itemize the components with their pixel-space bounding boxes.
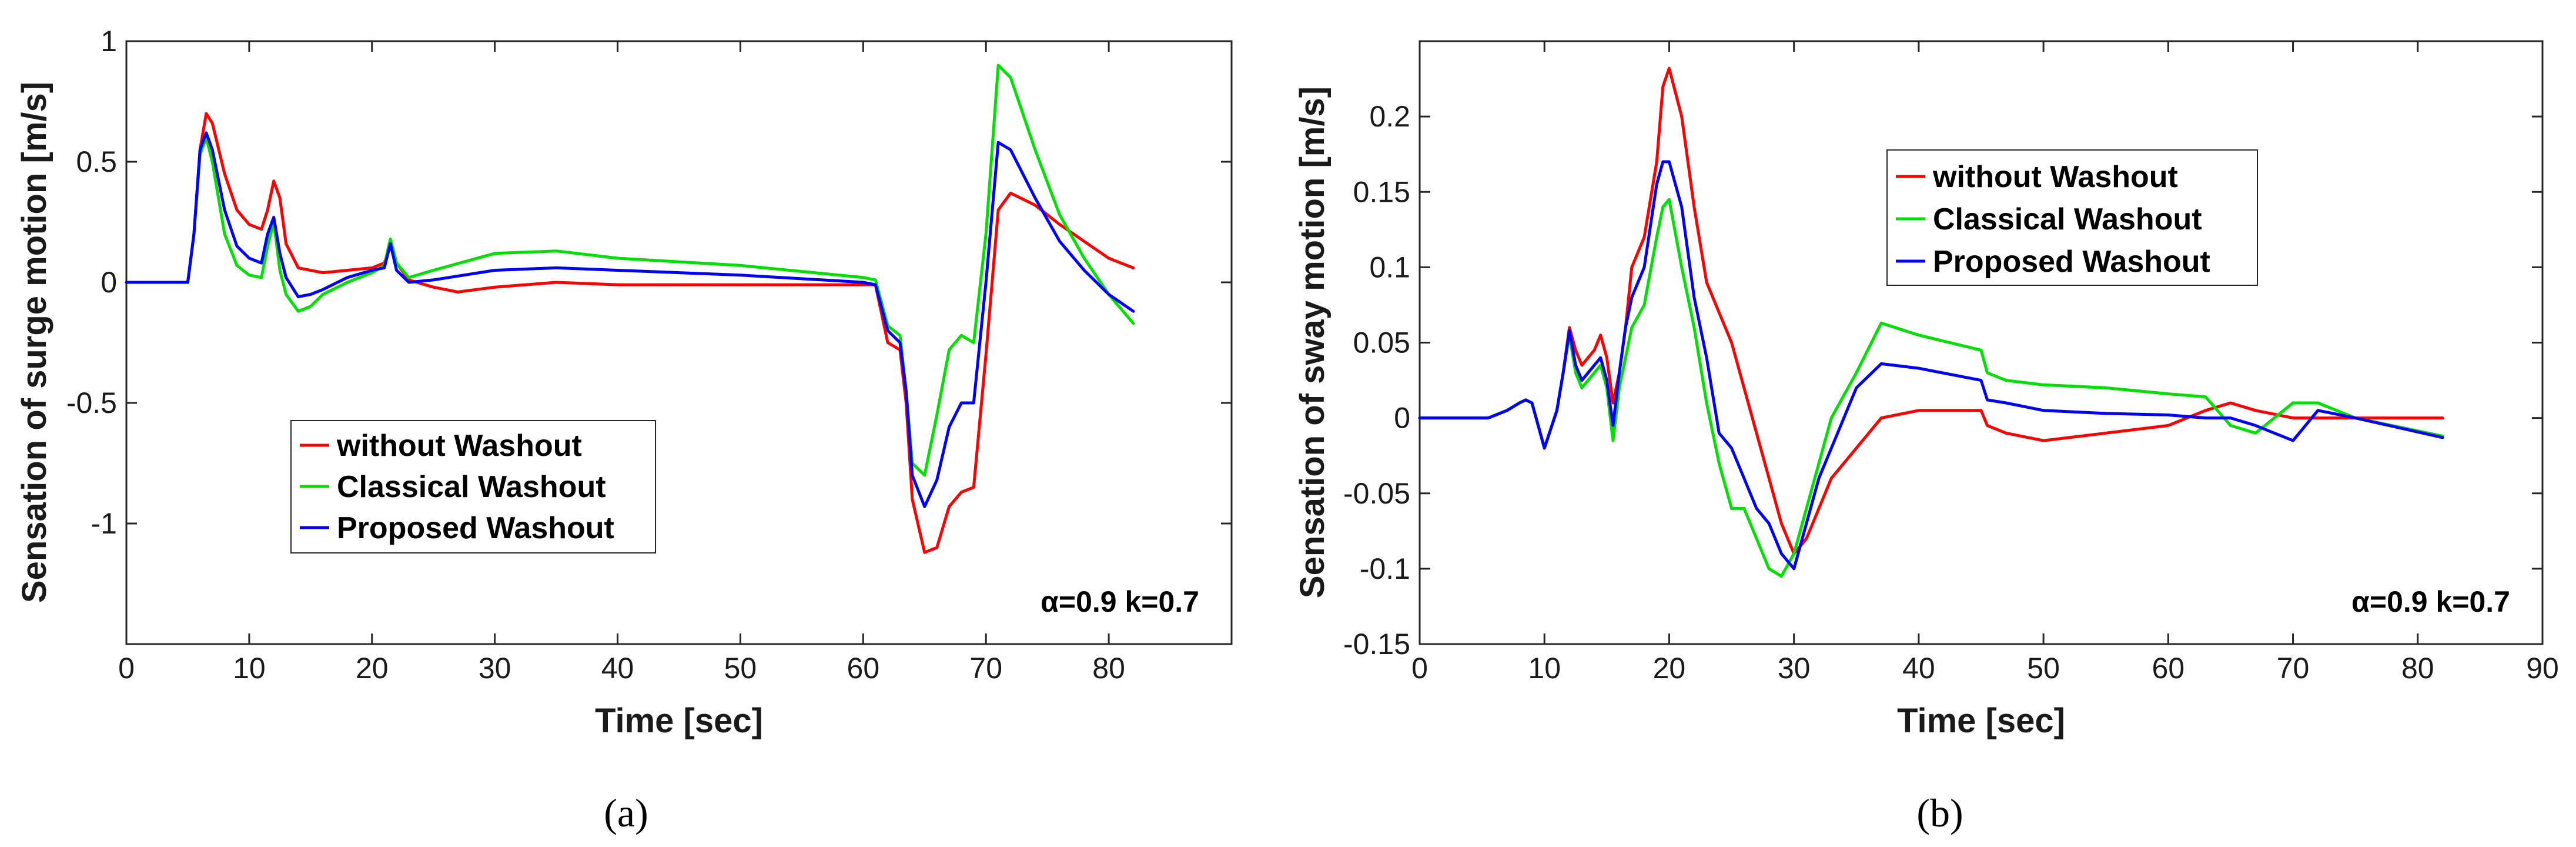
x-tick-label: 30 [1778, 652, 1811, 685]
y-tick-label: -1 [91, 507, 117, 540]
panel-caption: (a) [604, 791, 648, 835]
x-tick-label: 70 [2277, 652, 2310, 685]
y-axis-label: Sensation of surge motion [m/s] [15, 82, 53, 603]
x-tick-label: 0 [118, 652, 135, 685]
y-axis-label: Sensation of sway motion [m/s] [1293, 86, 1332, 598]
x-tick-label: 10 [233, 652, 266, 685]
y-tick-label: -0.1 [1360, 552, 1410, 585]
series-line-proposed-washout [1418, 160, 2444, 571]
y-tick-label: -0.05 [1343, 477, 1410, 510]
legend-box [290, 420, 656, 553]
x-tick-label: 50 [2027, 652, 2060, 685]
x-tick-label: 30 [479, 652, 511, 685]
plot-frame [1419, 40, 2544, 645]
x-tick-label: 60 [847, 652, 880, 685]
x-tick-label: 90 [2526, 652, 2559, 685]
legend-label-proposed-washout: Proposed Washout [337, 511, 614, 545]
legend-label-without-washout: without Washout [336, 429, 582, 463]
x-tick-label: 50 [724, 652, 757, 685]
x-tick-label: 0 [1411, 652, 1428, 685]
x-tick-label: 80 [1092, 652, 1125, 685]
y-tick-label: 0.15 [1353, 175, 1410, 208]
series-line-classical-washout [125, 64, 1135, 477]
x-tick-label: 40 [601, 652, 634, 685]
chart-sway: 0 10 20 30 40 50 60 70 80 90 -0.15 -0.1 -0.05 0 0.05 0.… [1293, 40, 2559, 835]
y-tick-label: 0.5 [76, 145, 117, 178]
y-tick-label: 1 [101, 25, 117, 58]
x-tick-label: 70 [969, 652, 1002, 685]
x-tick-label: 80 [2401, 652, 2434, 685]
y-tick-label: -0.5 [66, 386, 117, 419]
x-tick-label: 10 [1528, 652, 1561, 685]
series-line-without-washout [125, 112, 1135, 554]
x-axis-label: Time [sec] [595, 702, 763, 740]
y-tick-label: 0 [1394, 402, 1410, 435]
legend-box [1886, 149, 2258, 286]
legend-label-classical-washout: Classical Washout [1933, 202, 2202, 236]
chart-surge: 0 10 20 30 40 50 60 70 80 -1 -0.5 0 0.5 1 without Was… [15, 25, 1233, 835]
parameter-annotation: α=0.9 k=0.7 [2351, 585, 2510, 618]
x-tick-label: 20 [356, 652, 389, 685]
x-tick-label: 60 [2152, 652, 2185, 685]
y-tick-label: 0.05 [1353, 326, 1410, 359]
parameter-annotation: α=0.9 k=0.7 [1041, 585, 1199, 618]
series-line-proposed-washout [125, 131, 1135, 508]
y-tick-label: 0 [101, 266, 117, 299]
y-tick-label: -0.15 [1343, 628, 1410, 661]
x-tick-label: 20 [1653, 652, 1686, 685]
legend-label-classical-washout: Classical Washout [337, 470, 606, 504]
panel-caption: (b) [1916, 791, 1963, 835]
legend: without Washout Classical Washout Propos… [290, 420, 656, 553]
y-tick-label: 0.2 [1369, 100, 1410, 133]
legend: without Washout Classical Washout Propos… [1886, 149, 2258, 286]
legend-label-without-washout: without Washout [1932, 160, 2178, 194]
plot-frame [125, 40, 1233, 645]
x-tick-label: 40 [1902, 652, 1935, 685]
x-axis-label: Time [sec] [1897, 702, 2065, 740]
legend-label-proposed-washout: Proposed Washout [1933, 245, 2210, 279]
y-tick-label: 0.1 [1369, 251, 1410, 284]
